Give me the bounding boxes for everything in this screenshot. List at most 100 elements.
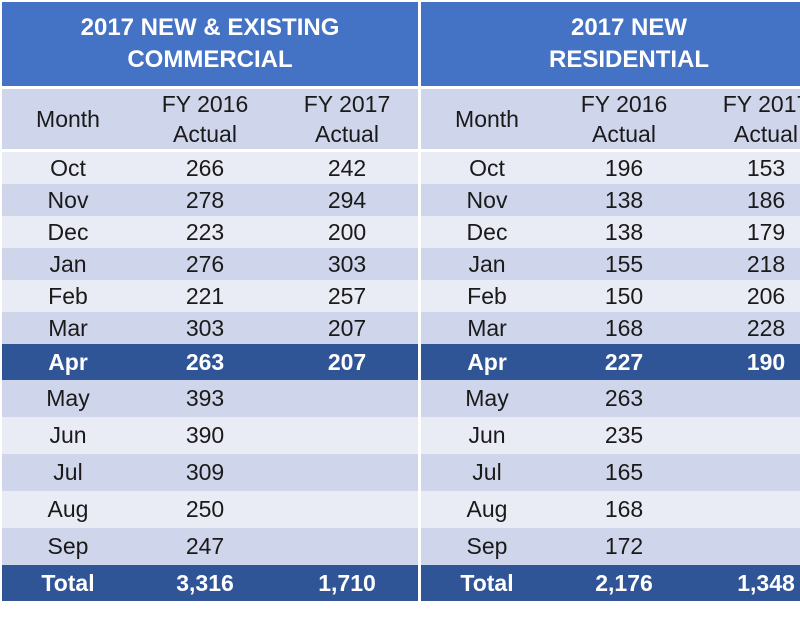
commercial-fy2016-cell: 309	[134, 454, 276, 491]
residential-month-header: Month	[421, 87, 553, 152]
table-body: Oct 266 242 Oct 196 153 Nov 278 294 Nov 138 186 Dec 2…	[2, 150, 800, 565]
residential-month-cell: Jan	[421, 248, 553, 280]
commercial-fy2017-cell: 257	[276, 280, 418, 312]
residential-fy2017-cell: 186	[695, 184, 800, 216]
commercial-month-cell: Jan	[2, 248, 134, 280]
commercial-fy2016-cell: 250	[134, 491, 276, 528]
commercial-total-fy2016: 3,316	[134, 565, 276, 601]
table-row: Aug 250 Aug 168	[2, 491, 800, 528]
table-row: Jan 276 303 Jan 155 218	[2, 248, 800, 280]
residential-fy2017-cell: 153	[695, 150, 800, 184]
commercial-fy2017-header: FY 2017 Actual	[276, 87, 418, 152]
residential-fy2016-cell: 168	[553, 312, 695, 344]
residential-fy2016-cell: 168	[553, 491, 695, 528]
commercial-total-fy2017: 1,710	[276, 565, 418, 601]
residential-total-label: Total	[421, 565, 553, 601]
residential-total-fy2017: 1,348	[695, 565, 800, 601]
residential-fy2017-cell: 206	[695, 280, 800, 312]
table-row-highlighted: Apr 263 207 Apr 227 190	[2, 344, 800, 380]
residential-month-cell: Apr	[421, 344, 553, 380]
commercial-month-cell: Apr	[2, 344, 134, 380]
residential-section-title: 2017 NEW RESIDENTIAL	[421, 2, 800, 89]
residential-month-cell: Feb	[421, 280, 553, 312]
table-row: Jun 390 Jun 235	[2, 417, 800, 454]
residential-month-cell: Oct	[421, 150, 553, 184]
total-row: Total 3,316 1,710 Total 2,176 1,348	[2, 565, 800, 601]
commercial-fy2017-cell: 200	[276, 216, 418, 248]
table-row: Dec 223 200 Dec 138 179	[2, 216, 800, 248]
residential-fy2017-cell	[695, 417, 800, 454]
commercial-fy2016-cell: 221	[134, 280, 276, 312]
commercial-section-title: 2017 NEW & EXISTING COMMERCIAL	[2, 2, 418, 89]
residential-month-cell: Aug	[421, 491, 553, 528]
commercial-month-cell: Jul	[2, 454, 134, 491]
residential-fy2017-cell: 179	[695, 216, 800, 248]
table-row: Jul 309 Jul 165	[2, 454, 800, 491]
permits-table-container: 2017 NEW & EXISTING COMMERCIAL 2017 NEW …	[2, 2, 800, 601]
commercial-fy2016-cell: 303	[134, 312, 276, 344]
commercial-fy2017-cell: 207	[276, 344, 418, 380]
residential-month-cell: Jun	[421, 417, 553, 454]
commercial-month-cell: Mar	[2, 312, 134, 344]
residential-fy2017-cell: 218	[695, 248, 800, 280]
commercial-fy2017-cell: 303	[276, 248, 418, 280]
commercial-month-cell: Oct	[2, 150, 134, 184]
residential-fy2016-cell: 138	[553, 216, 695, 248]
table-row: Nov 278 294 Nov 138 186	[2, 184, 800, 216]
commercial-fy2016-cell: 278	[134, 184, 276, 216]
section-title-row: 2017 NEW & EXISTING COMMERCIAL 2017 NEW …	[2, 2, 800, 89]
table-row: Feb 221 257 Feb 150 206	[2, 280, 800, 312]
residential-fy2016-cell: 263	[553, 380, 695, 417]
commercial-fy2017-cell: 242	[276, 150, 418, 184]
residential-fy2016-cell: 155	[553, 248, 695, 280]
commercial-month-cell: Dec	[2, 216, 134, 248]
commercial-month-cell: Sep	[2, 528, 134, 565]
commercial-fy2016-cell: 390	[134, 417, 276, 454]
commercial-fy2016-cell: 393	[134, 380, 276, 417]
residential-month-cell: Dec	[421, 216, 553, 248]
residential-month-cell: Nov	[421, 184, 553, 216]
residential-month-cell: Jul	[421, 454, 553, 491]
residential-total-fy2016: 2,176	[553, 565, 695, 601]
residential-fy2017-cell	[695, 491, 800, 528]
residential-fy2017-cell	[695, 528, 800, 565]
commercial-fy2016-cell: 276	[134, 248, 276, 280]
residential-fy2016-cell: 165	[553, 454, 695, 491]
permits-table: 2017 NEW & EXISTING COMMERCIAL 2017 NEW …	[2, 2, 800, 601]
residential-fy2017-cell	[695, 454, 800, 491]
residential-month-cell: May	[421, 380, 553, 417]
commercial-fy2016-cell: 223	[134, 216, 276, 248]
commercial-fy2017-cell	[276, 528, 418, 565]
residential-fy2017-cell: 190	[695, 344, 800, 380]
commercial-fy2016-cell: 247	[134, 528, 276, 565]
commercial-month-cell: Jun	[2, 417, 134, 454]
commercial-month-cell: Nov	[2, 184, 134, 216]
commercial-fy2016-cell: 263	[134, 344, 276, 380]
commercial-month-cell: Feb	[2, 280, 134, 312]
commercial-month-cell: Aug	[2, 491, 134, 528]
residential-fy2016-cell: 196	[553, 150, 695, 184]
residential-month-cell: Mar	[421, 312, 553, 344]
commercial-fy2017-cell	[276, 491, 418, 528]
commercial-fy2017-cell	[276, 380, 418, 417]
residential-fy2017-cell: 228	[695, 312, 800, 344]
residential-fy2017-cell	[695, 380, 800, 417]
residential-fy2017-header: FY 2017 Actual	[695, 87, 800, 152]
commercial-month-header: Month	[2, 87, 134, 152]
residential-fy2016-header: FY 2016 Actual	[553, 87, 695, 152]
column-header-row: Month FY 2016 Actual FY 2017 Actual Mont…	[2, 87, 800, 152]
commercial-fy2017-cell	[276, 417, 418, 454]
commercial-fy2017-cell: 294	[276, 184, 418, 216]
commercial-fy2017-cell: 207	[276, 312, 418, 344]
table-row: Oct 266 242 Oct 196 153	[2, 150, 800, 184]
commercial-fy2017-cell	[276, 454, 418, 491]
residential-fy2016-cell: 235	[553, 417, 695, 454]
table-row: Sep 247 Sep 172	[2, 528, 800, 565]
table-row: Mar 303 207 Mar 168 228	[2, 312, 800, 344]
residential-fy2016-cell: 150	[553, 280, 695, 312]
commercial-month-cell: May	[2, 380, 134, 417]
commercial-fy2016-header: FY 2016 Actual	[134, 87, 276, 152]
residential-fy2016-cell: 227	[553, 344, 695, 380]
table-row: May 393 May 263	[2, 380, 800, 417]
residential-fy2016-cell: 172	[553, 528, 695, 565]
